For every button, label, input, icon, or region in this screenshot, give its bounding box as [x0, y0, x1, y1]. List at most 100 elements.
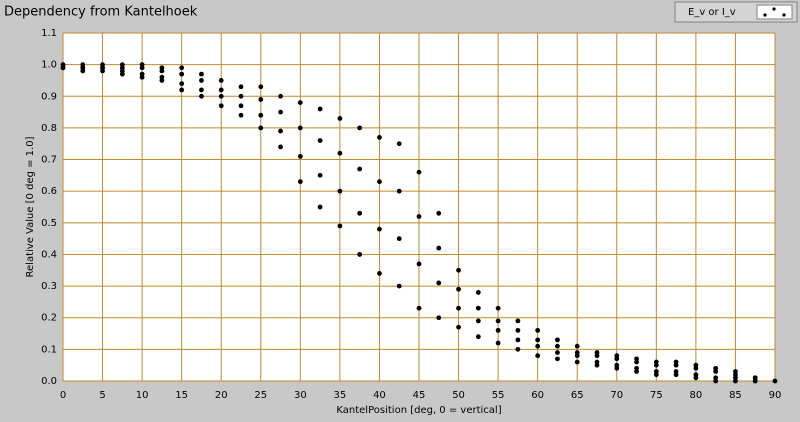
x-tick-label: 45	[413, 390, 426, 401]
data-point	[377, 179, 382, 185]
data-point	[278, 93, 283, 99]
data-point	[337, 188, 343, 194]
data-point	[396, 188, 402, 194]
data-point	[377, 271, 382, 276]
data-point	[218, 93, 224, 99]
x-tick-label: 60	[531, 390, 544, 401]
x-tick-label: 25	[254, 390, 267, 401]
y-tick-label: 0.6	[41, 186, 57, 197]
y-tick-label: 0.7	[41, 155, 57, 166]
x-tick-label: 55	[492, 390, 505, 401]
data-point	[199, 93, 204, 99]
y-tick-label: 0.4	[41, 249, 57, 260]
data-point	[713, 365, 719, 371]
y-tick-label: 0.0	[41, 376, 57, 387]
data-point	[614, 353, 620, 359]
y-tick-label: 0.8	[41, 123, 57, 134]
x-tick-label: 70	[610, 390, 623, 401]
data-point	[495, 327, 501, 333]
data-point	[218, 103, 224, 109]
x-tick-label: 40	[373, 390, 386, 401]
legend-marker	[782, 13, 786, 17]
data-point	[258, 97, 264, 102]
data-point	[456, 286, 461, 292]
data-point	[574, 343, 580, 349]
data-point	[317, 138, 323, 143]
data-point	[416, 261, 422, 267]
data-point	[456, 267, 461, 273]
data-point	[258, 125, 264, 131]
data-point	[317, 172, 323, 178]
y-tick-label: 0.3	[41, 281, 57, 292]
data-point	[139, 62, 145, 68]
data-point	[416, 169, 422, 175]
data-point	[436, 280, 442, 286]
x-tick-label: 50	[452, 390, 465, 401]
data-point	[159, 65, 165, 71]
data-point	[179, 65, 185, 71]
data-point	[555, 350, 560, 355]
data-point	[475, 318, 481, 324]
y-tick-label: 1.1	[41, 28, 57, 39]
data-point	[278, 109, 283, 115]
data-point	[535, 327, 541, 333]
data-point	[436, 245, 442, 251]
data-point	[258, 112, 264, 118]
data-point	[60, 62, 66, 68]
data-point	[495, 305, 501, 311]
data-point	[673, 369, 679, 374]
data-point	[495, 340, 501, 346]
data-point	[475, 305, 481, 311]
data-point	[238, 103, 244, 109]
data-point	[456, 305, 461, 311]
data-point	[357, 252, 363, 257]
data-point	[377, 135, 382, 140]
x-tick-label: 65	[571, 390, 584, 401]
data-point	[673, 359, 679, 365]
data-point	[436, 315, 442, 321]
data-point	[80, 62, 86, 68]
data-point	[179, 81, 185, 87]
y-tick-label: 0.9	[41, 91, 57, 102]
data-point	[574, 350, 580, 355]
chart-title: Dependency from Kantelhoek	[4, 5, 198, 20]
data-point	[555, 343, 560, 349]
y-tick-label: 1.0	[41, 60, 57, 71]
x-tick-label: 5	[99, 390, 105, 401]
data-point	[278, 128, 283, 134]
data-point	[337, 223, 343, 229]
data-point	[179, 87, 185, 93]
x-tick-label: 30	[294, 390, 307, 401]
x-tick-label: 15	[175, 390, 188, 401]
data-point	[535, 337, 541, 343]
data-point	[693, 372, 699, 378]
data-point	[594, 350, 600, 355]
data-point	[199, 78, 204, 83]
data-point	[100, 62, 105, 68]
data-point	[297, 125, 303, 131]
x-tick-label: 75	[650, 390, 663, 401]
legend-label: E_v or I_v	[688, 7, 736, 18]
legend-swatch	[756, 4, 793, 20]
data-point	[436, 210, 442, 216]
data-point	[357, 166, 363, 172]
y-tick-label: 0.5	[41, 218, 57, 229]
y-axis-label: Relative Value [0 deg = 1.0]	[25, 136, 36, 277]
data-point	[119, 62, 125, 68]
data-point	[733, 369, 738, 374]
data-point	[555, 356, 560, 362]
data-point	[377, 226, 382, 232]
data-point	[238, 93, 244, 99]
data-point	[416, 305, 422, 311]
data-point	[199, 87, 204, 93]
data-point	[317, 204, 323, 210]
x-axis-label: KantelPosition [deg, 0 = vertical]	[336, 405, 501, 416]
data-point	[535, 353, 541, 359]
data-point	[258, 84, 264, 90]
data-point	[515, 337, 521, 343]
data-point	[396, 236, 402, 242]
data-point	[139, 71, 145, 77]
data-point	[297, 100, 303, 105]
x-tick-label: 35	[334, 390, 347, 401]
